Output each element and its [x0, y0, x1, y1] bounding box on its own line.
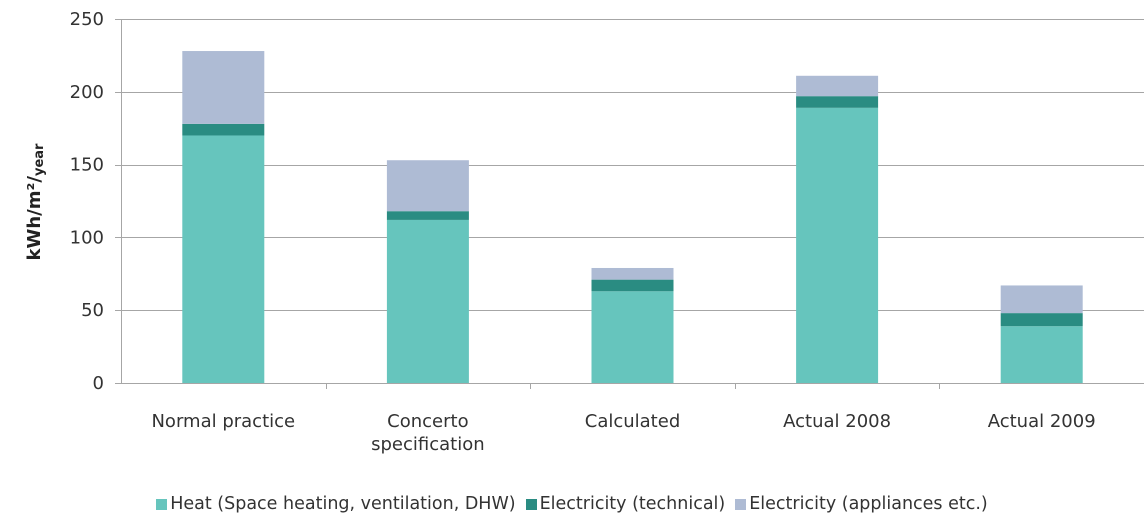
y-tick-label: 250: [70, 9, 104, 30]
bar-segment: [591, 279, 674, 292]
bar-segment: [591, 267, 674, 280]
x-tick-label: Concerto specification: [371, 411, 485, 455]
bar-segment: [796, 107, 879, 383]
bar-segment: [386, 160, 469, 212]
legend-item: Electricity (appliances etc.): [735, 494, 988, 514]
y-tick-label: 50: [81, 300, 104, 321]
x-tick-label: Calculated: [585, 411, 681, 432]
bar-segment: [182, 51, 265, 124]
bar-segment: [182, 123, 265, 136]
bar-segment: [386, 211, 469, 220]
legend-item: Electricity (technical): [525, 494, 726, 514]
bar-segment: [591, 291, 674, 383]
x-tick-label: Actual 2008: [783, 411, 891, 432]
y-axis-label: kWh/m²/year: [24, 143, 47, 261]
bar-segment: [796, 96, 879, 108]
legend-label: Heat (Space heating, ventilation, DHW): [170, 494, 516, 514]
bar-segment: [386, 219, 469, 383]
y-tick-label: 0: [93, 373, 104, 394]
legend-label: Electricity (appliances etc.): [749, 494, 988, 514]
legend-swatch: [735, 498, 747, 510]
bar-segment: [1000, 326, 1083, 383]
bar-segment: [1000, 313, 1083, 327]
x-tick-labels: Normal practice Concerto specification Calc…: [151, 411, 1095, 455]
legend-label: Electricity (technical): [539, 494, 726, 514]
legend-swatch: [525, 498, 537, 510]
bar-segment: [182, 135, 265, 383]
bars: [182, 51, 1083, 383]
y-tick-labels: 0 50 100 150 200 250: [70, 9, 104, 394]
stacked-bar-chart: 0 50 100 150 200 250 Normal practice Concerto s…: [24, 9, 1144, 455]
bar-segment: [1000, 285, 1083, 314]
gridlines: [121, 19, 1144, 311]
x-tick-label: Actual 2009: [988, 411, 1096, 432]
y-tick-label: 100: [70, 227, 104, 248]
legend-swatch: [156, 498, 168, 510]
x-tick-label: Normal practice: [151, 411, 295, 432]
legend: Heat (Space heating, ventilation, DHW) El…: [0, 492, 1144, 516]
legend-item: Heat (Space heating, ventilation, DHW): [156, 494, 516, 514]
axes: [115, 19, 1144, 389]
y-tick-label: 200: [70, 82, 104, 103]
y-tick-label: 150: [70, 155, 104, 176]
bar-segment: [796, 75, 879, 97]
